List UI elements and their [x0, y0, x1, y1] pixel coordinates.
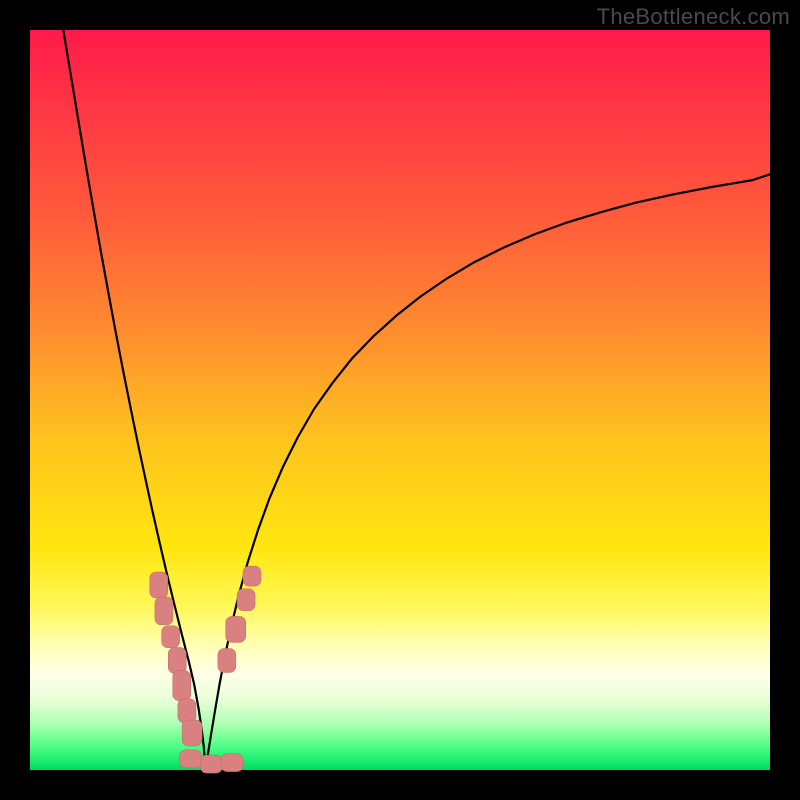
data-marker: [168, 647, 186, 673]
data-marker: [178, 699, 196, 723]
chart-container: TheBottleneck.com: [0, 0, 800, 800]
data-marker: [173, 671, 191, 701]
data-marker: [226, 616, 246, 642]
data-marker: [200, 755, 222, 773]
watermark-text: TheBottleneck.com: [597, 4, 790, 30]
data-marker: [155, 597, 173, 625]
data-marker: [162, 626, 180, 648]
plot-background: [30, 30, 770, 770]
data-marker: [180, 750, 202, 768]
data-marker: [221, 754, 243, 772]
data-marker: [182, 720, 202, 746]
data-marker: [243, 566, 261, 586]
data-marker: [218, 648, 236, 672]
bottleneck-chart: [0, 0, 800, 800]
data-marker: [150, 572, 168, 598]
data-marker: [237, 589, 255, 611]
